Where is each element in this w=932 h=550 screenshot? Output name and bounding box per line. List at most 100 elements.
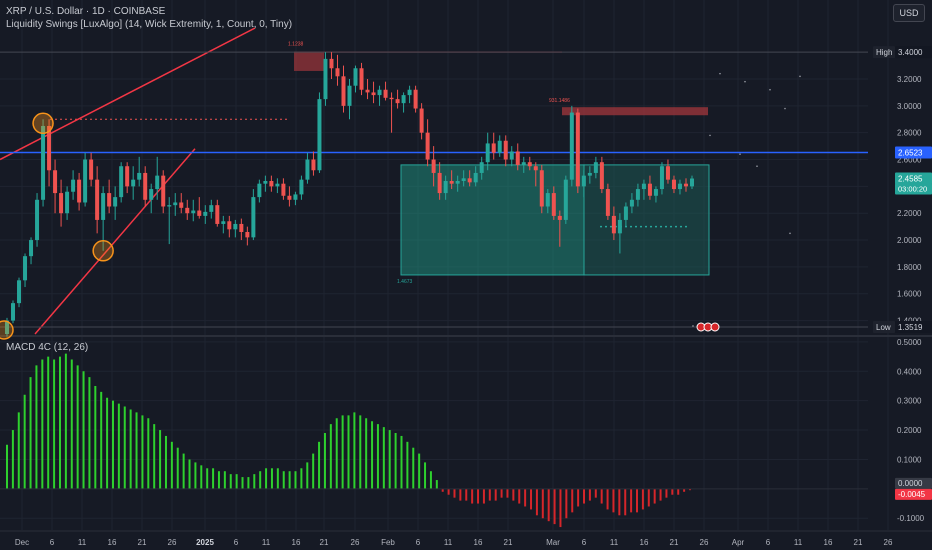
- candle-body: [131, 179, 136, 187]
- candle-body: [239, 223, 244, 232]
- candle-body: [653, 189, 658, 196]
- candle-body: [173, 202, 178, 206]
- x-tick-label: 26: [884, 538, 893, 547]
- candle-body: [647, 183, 652, 196]
- candle-body: [275, 183, 280, 187]
- candle-body: [101, 193, 106, 220]
- low-value-tag: 1.3519: [898, 323, 923, 332]
- candle-body: [425, 132, 430, 160]
- candle-body: [533, 166, 538, 171]
- candle-body: [497, 140, 502, 153]
- candle-body: [671, 179, 676, 190]
- candle-body: [323, 58, 328, 100]
- projection-dot: [709, 134, 711, 137]
- trendline-upper: [0, 27, 256, 161]
- candle-body: [65, 191, 70, 214]
- low-tag-bg: [873, 321, 895, 334]
- x-tick-label: Feb: [381, 538, 395, 547]
- candle-body: [125, 166, 130, 187]
- projection-dot: [799, 75, 801, 78]
- candle-body: [299, 179, 304, 195]
- candle-body: [557, 215, 562, 220]
- candle-body: [599, 162, 604, 190]
- candle-body: [341, 76, 346, 106]
- candle-body: [587, 172, 592, 176]
- candle-body: [281, 183, 286, 196]
- candle-body: [11, 303, 16, 321]
- price-tick-label: 2.2000: [897, 209, 922, 218]
- candle-body: [287, 195, 292, 200]
- x-tick-label: 11: [794, 538, 803, 547]
- price-tick-label: 2.6000: [897, 156, 922, 165]
- candle-body: [659, 166, 664, 190]
- candle-body: [371, 92, 376, 96]
- price-tick-label: 2.0000: [897, 236, 922, 245]
- candle-body: [443, 181, 448, 194]
- x-tick-label: 2025: [196, 538, 214, 547]
- symbol-title: XRP / U.S. Dollar · 1D · COINBASE: [6, 6, 166, 17]
- currency-button[interactable]: USD: [893, 4, 925, 22]
- candle-body: [47, 125, 52, 171]
- candle-body: [683, 183, 688, 187]
- macd-zero-tag: 0.0000: [898, 479, 923, 488]
- countdown-tag-bg: [895, 183, 932, 195]
- candle-body: [629, 199, 634, 207]
- macd-zero-tag-bg: [895, 477, 932, 489]
- candle-body: [503, 140, 508, 160]
- current-price-tag-bg: [895, 172, 932, 185]
- candle-body: [491, 143, 496, 153]
- x-tick-label: 26: [168, 538, 177, 547]
- candle-body: [161, 175, 166, 207]
- candle-body: [209, 205, 214, 212]
- candle-body: [329, 58, 334, 69]
- candle-body: [245, 232, 250, 238]
- swing-circle-bottom: [0, 320, 14, 340]
- low-value-tag-bg: [895, 321, 932, 334]
- candle-body: [77, 179, 82, 203]
- countdown-tag: 03:00:20: [898, 185, 927, 194]
- price-tick-label: 3.0000: [897, 102, 922, 111]
- candle-body: [581, 175, 586, 187]
- candle-body: [575, 112, 580, 187]
- x-tick-label: Dec: [15, 538, 29, 547]
- x-tick-label: 16: [292, 538, 301, 547]
- candle-body: [203, 211, 208, 216]
- trendline-lower: [34, 148, 196, 335]
- candle-body: [419, 108, 424, 133]
- candle-body: [641, 183, 646, 190]
- candle-body: [41, 125, 46, 200]
- projection-dot: [784, 107, 786, 110]
- candle-body: [455, 181, 460, 184]
- candle-body: [269, 181, 274, 187]
- x-tick-label: 16: [640, 538, 649, 547]
- candle-body: [35, 199, 40, 241]
- candle-body: [17, 280, 22, 304]
- candle-body: [461, 178, 466, 181]
- candle-body: [179, 202, 184, 208]
- x-tick-label: 6: [234, 538, 239, 547]
- macd-tick-label: 0.4000: [897, 367, 922, 376]
- candle-body: [677, 183, 682, 190]
- candle-body: [167, 205, 172, 207]
- macd-tick-label: -0.1000: [897, 514, 925, 523]
- price-tick-label: 2.8000: [897, 129, 922, 138]
- candle-body: [605, 189, 610, 216]
- macd-tick-label: 0.3000: [897, 397, 922, 406]
- x-tick-label: 11: [78, 538, 87, 547]
- candle-body: [515, 151, 520, 165]
- candle-body: [617, 219, 622, 234]
- projection-dot: [769, 88, 771, 91]
- candle-body: [83, 159, 88, 203]
- candle-body: [233, 223, 238, 230]
- candle-body: [137, 172, 142, 180]
- x-tick-label: 21: [504, 538, 513, 547]
- candle-body: [545, 193, 550, 207]
- candle-body: [485, 143, 490, 163]
- x-tick-label: 16: [108, 538, 117, 547]
- current-price-tag: 2.4585: [898, 175, 923, 184]
- candle-body: [690, 178, 694, 187]
- candle-body: [95, 179, 100, 220]
- macd-tick-label: 0.5000: [897, 338, 922, 347]
